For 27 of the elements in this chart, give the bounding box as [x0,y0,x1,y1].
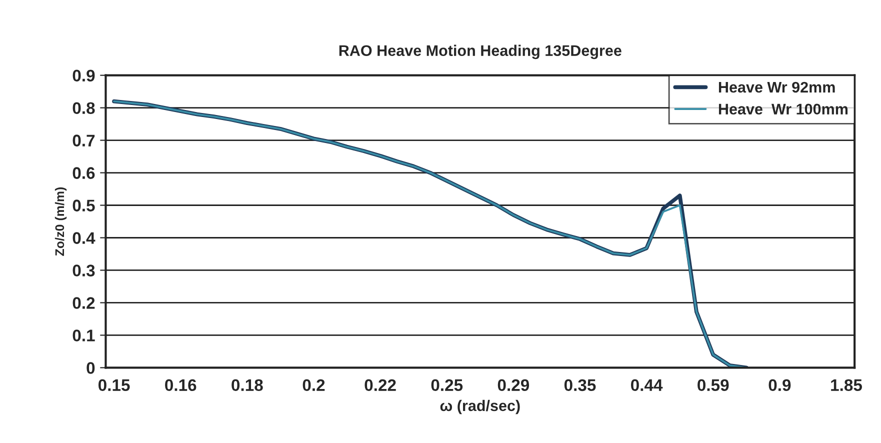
x-tick-label: 0.16 [165,379,196,392]
y-tick-label: 0.6 [72,167,95,179]
y-tick-label: 0.7 [72,134,95,146]
x-tick-label: 0.35 [564,379,596,392]
x-axis-title: ω (rad/sec) [440,400,520,414]
x-tick-label: 0.2 [302,379,325,392]
x-tick-label: 0.25 [431,379,463,392]
y-tick-label: 0.4 [72,232,96,244]
x-tick-label: 0.44 [630,379,663,392]
y-tick-label: 0.8 [72,102,95,114]
y-tick-label: 0.1 [72,330,95,342]
x-tick-label: 0.22 [364,379,396,392]
y-tick-label: 0.3 [72,264,95,276]
x-tick-label: 0.59 [698,379,729,392]
x-tick-label: 0.29 [498,379,530,392]
x-tick-label: 0.18 [232,379,263,392]
x-tick-label: 0.15 [98,379,130,392]
y-tick-label: 0.9 [72,70,95,82]
legend-label: Heave Wr 92mm [718,82,835,93]
y-tick-label: 0 [86,362,95,374]
x-tick-label: 0.9 [768,379,791,392]
y-axis-title: Zo/z0 (m/m) [54,187,67,256]
y-tick-label: 0.5 [72,200,95,212]
legend-label: Heave Wr 100mm [718,104,848,115]
chart-title: RAO Heave Motion Heading 135Degree [339,44,622,60]
x-tick-label: 1.85 [831,379,862,392]
y-tick-label: 0.2 [72,297,95,309]
